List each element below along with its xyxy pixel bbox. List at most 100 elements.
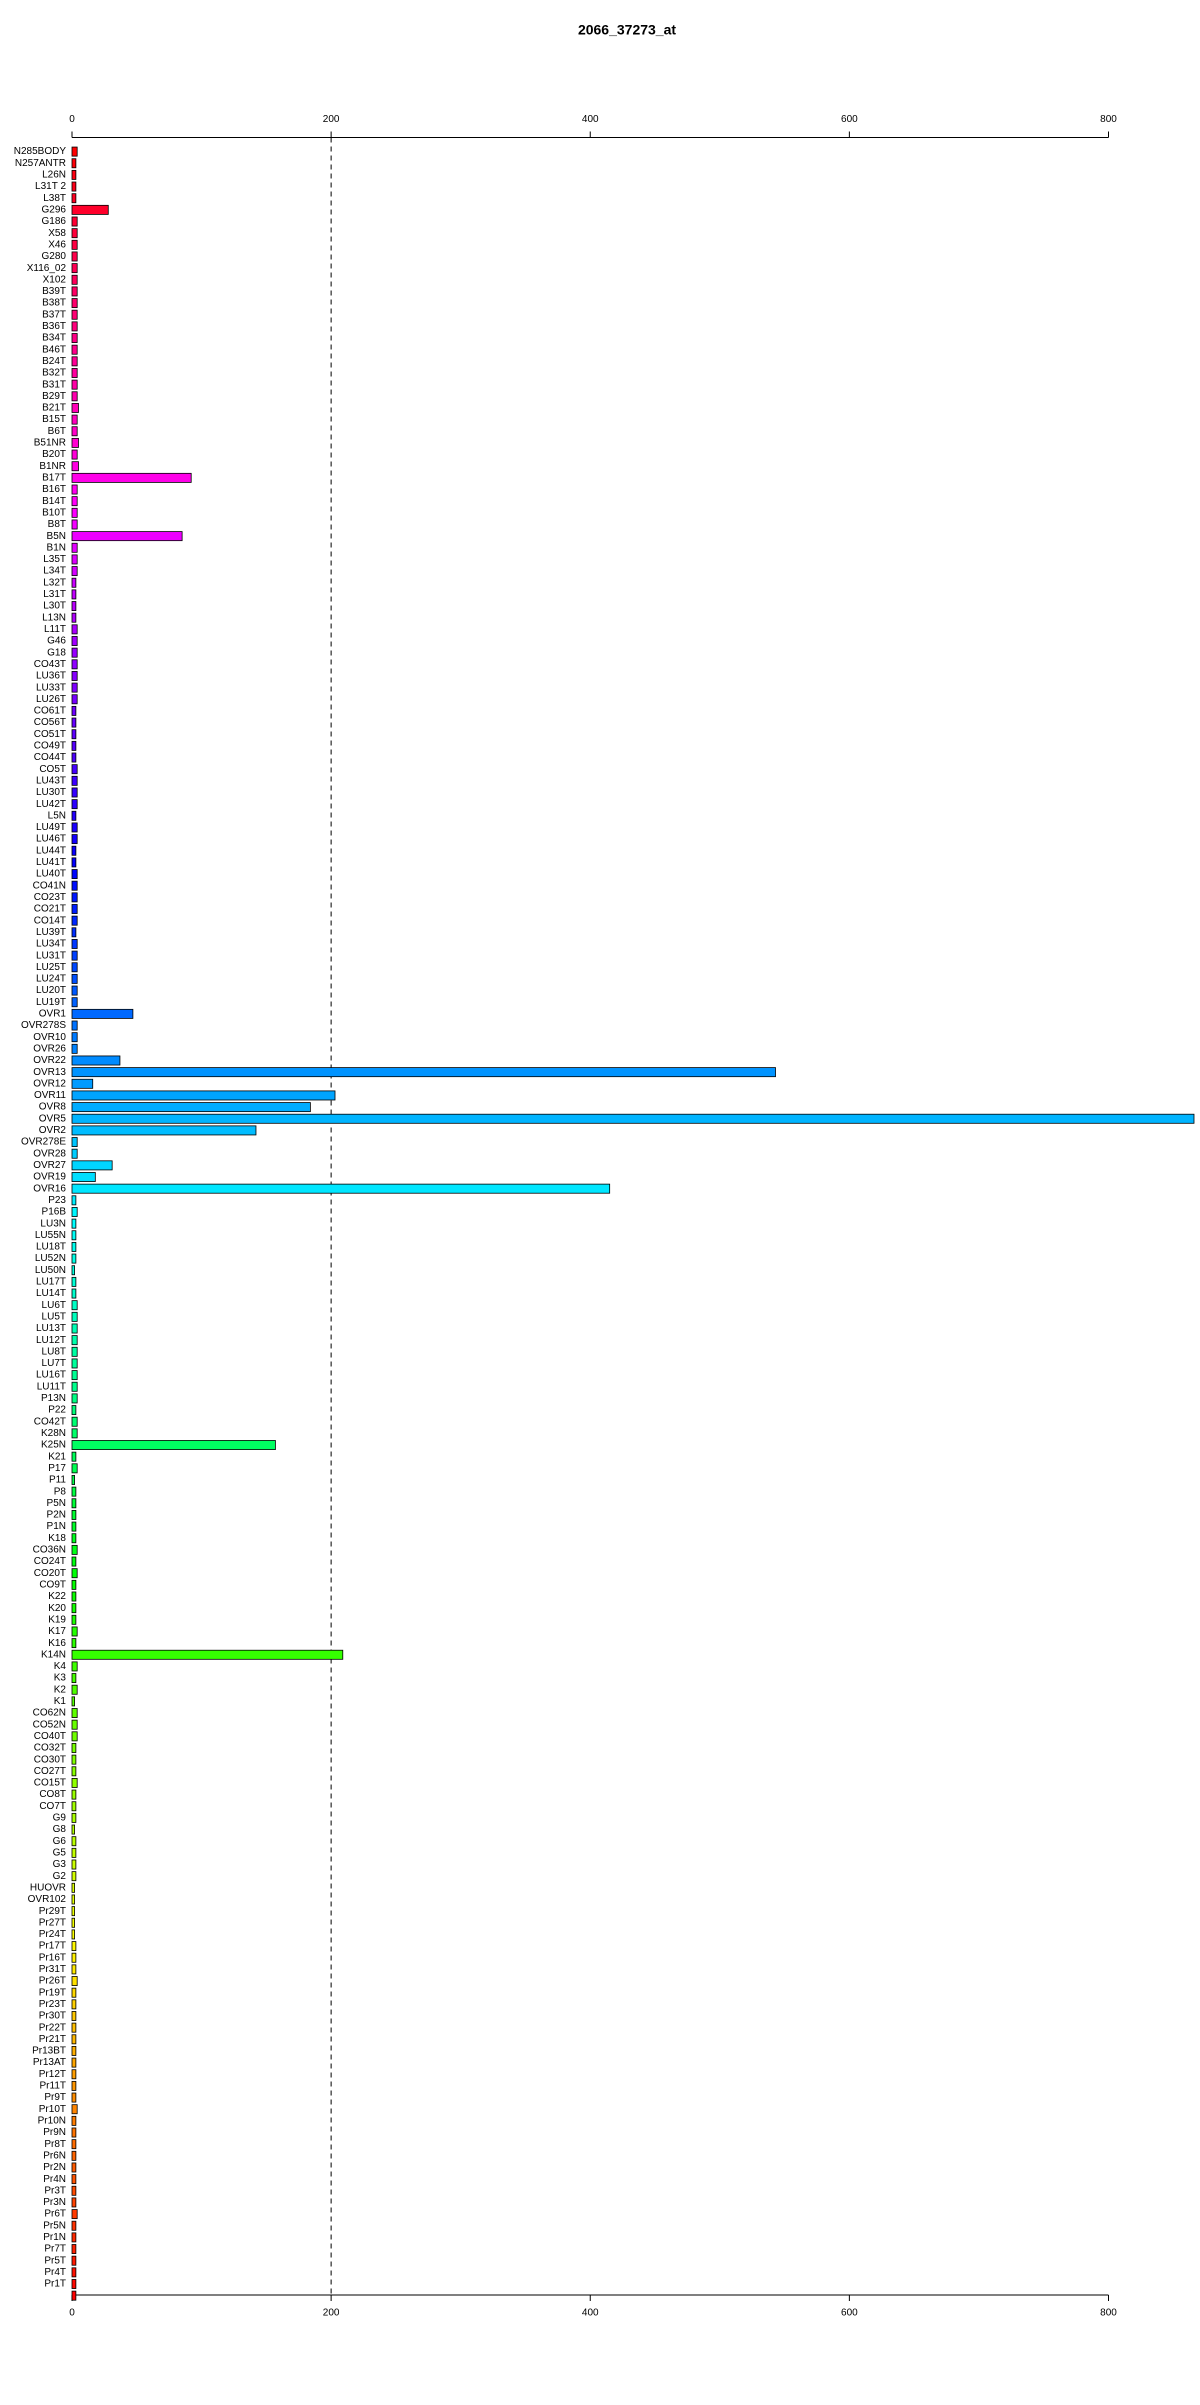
y-tick-label: Pr7T — [44, 2244, 66, 2255]
bar — [71, 321, 78, 332]
x-tick-label: 200 — [323, 2308, 340, 2319]
y-tick-label: LU17T — [36, 1277, 66, 1288]
y-tick-label: Pr8T — [44, 2139, 66, 2150]
bar — [71, 1253, 77, 1264]
y-tick-label: K17 — [48, 1626, 66, 1637]
y-tick-label: P23 — [48, 1195, 66, 1206]
bar — [71, 146, 78, 157]
y-tick-label: LU25T — [36, 962, 66, 973]
y-tick-label: B46T — [42, 344, 66, 355]
bar — [71, 822, 78, 833]
y-tick-label: LU13T — [36, 1323, 66, 1334]
y-tick-label: CO30T — [34, 1754, 66, 1765]
y-tick-label: K14N — [41, 1649, 66, 1660]
bar — [71, 810, 77, 821]
y-tick-label: P8 — [54, 1486, 67, 1497]
bar — [71, 1335, 78, 1346]
y-tick-label: K1 — [54, 1696, 67, 1707]
y-tick-label: LU43T — [36, 775, 66, 786]
y-tick-label: LU40T — [36, 869, 66, 880]
y-tick-label: X46 — [48, 239, 66, 250]
x-tick-label: 400 — [582, 114, 599, 125]
y-tick-label: X102 — [43, 274, 67, 285]
bar — [71, 1381, 78, 1392]
y-tick-label: B1N — [47, 542, 66, 553]
y-tick-label: OVR278S — [21, 1020, 66, 1031]
bar — [71, 2104, 78, 2115]
y-tick-label: CO61T — [34, 706, 66, 717]
x-tick-label: 0 — [69, 2308, 75, 2319]
bar — [71, 1311, 78, 1322]
y-tick-label: HUOVR — [30, 1882, 66, 1893]
bar — [71, 2209, 78, 2220]
bar — [71, 1055, 121, 1066]
bar — [71, 1579, 77, 1590]
bar — [71, 1638, 77, 1649]
y-tick-label: CO14T — [34, 915, 66, 926]
y-tick-label: CO43T — [34, 659, 66, 670]
bar — [71, 566, 78, 577]
bar — [71, 2290, 77, 2301]
bar — [71, 484, 78, 495]
y-tick-label: Pr2N — [43, 2162, 66, 2173]
y-tick-label: K16 — [48, 1638, 66, 1649]
bar — [71, 2174, 77, 2185]
y-tick-label: Pr10N — [38, 2116, 66, 2127]
bar — [71, 624, 78, 635]
y-tick-label: G3 — [53, 1859, 67, 1870]
bar — [71, 1183, 611, 1194]
bar — [71, 1137, 78, 1148]
bar — [71, 1498, 77, 1509]
bar — [71, 1521, 77, 1532]
y-tick-label: K19 — [48, 1614, 66, 1625]
y-tick-label: CO5T — [39, 764, 66, 775]
bar — [71, 542, 78, 553]
bar — [71, 1626, 78, 1637]
bar — [71, 1696, 75, 1707]
bar — [71, 647, 78, 658]
bar — [71, 1568, 78, 1579]
bar — [71, 659, 78, 670]
y-tick-label: L35T — [43, 554, 66, 565]
y-tick-label: B21T — [42, 403, 66, 414]
bar — [71, 577, 77, 588]
y-tick-label: X116_02 — [27, 263, 67, 274]
y-tick-label: Pr22T — [39, 2022, 66, 2033]
bar — [71, 1999, 77, 2010]
bar — [71, 2185, 77, 2196]
y-tick-label: CO15T — [34, 1778, 66, 1789]
y-tick-label: CO24T — [34, 1556, 66, 1567]
bar — [71, 344, 78, 355]
y-tick-label: B10T — [42, 507, 66, 518]
y-tick-label: LU24T — [36, 974, 66, 985]
y-tick-label: G280 — [42, 251, 67, 262]
bar — [71, 1603, 77, 1614]
bar — [71, 717, 77, 728]
bar — [71, 2092, 77, 2103]
y-tick-label: Pr3N — [43, 2197, 66, 2208]
y-tick-label: LU49T — [36, 822, 66, 833]
y-tick-label: CO32T — [34, 1743, 66, 1754]
bar — [71, 2162, 77, 2173]
y-tick-label: L31T — [43, 589, 66, 600]
bar — [71, 1113, 1195, 1124]
y-tick-label: LU7T — [42, 1358, 66, 1369]
bar — [71, 1917, 75, 1928]
y-tick-label: Pr30T — [39, 2011, 66, 2022]
y-tick-label: L11T — [44, 624, 66, 635]
y-tick-label: Pr1T — [44, 2279, 66, 2290]
bar — [71, 554, 78, 565]
bar — [71, 1929, 75, 1940]
bar — [71, 519, 78, 530]
y-tick-label: CO20T — [34, 1568, 66, 1579]
y-tick-label: OVR19 — [33, 1172, 66, 1183]
y-tick-label: OVR278E — [21, 1137, 66, 1148]
bar — [71, 1964, 77, 1975]
bar — [71, 1102, 311, 1113]
y-tick-label: CO44T — [34, 752, 66, 763]
bar — [71, 869, 78, 879]
bar — [71, 1241, 77, 1252]
y-tick-label: P11 — [49, 1475, 66, 1486]
bar — [71, 1440, 276, 1450]
bar — [71, 1766, 77, 1777]
